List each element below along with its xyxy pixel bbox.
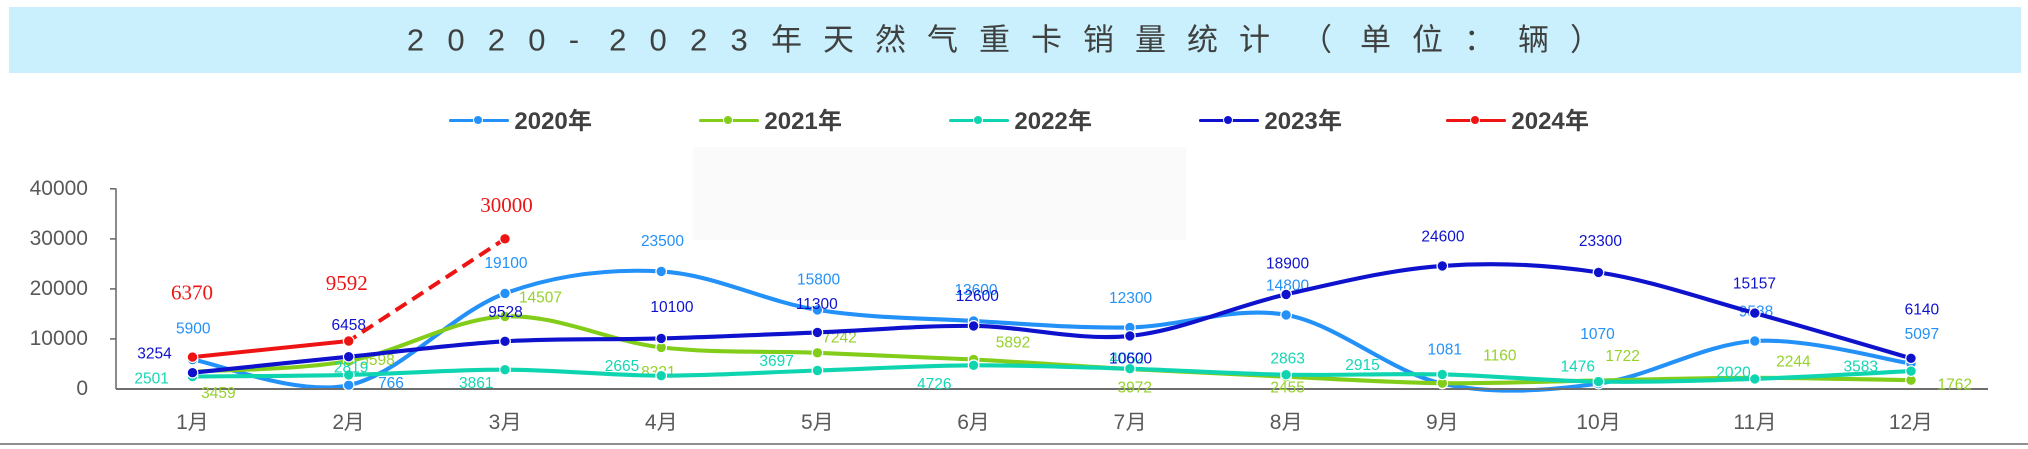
svg-text:2244: 2244 <box>1776 354 1811 371</box>
svg-text:1762: 1762 <box>1938 377 1972 394</box>
svg-text:1070: 1070 <box>1580 326 1615 343</box>
svg-text:24600: 24600 <box>1421 228 1464 245</box>
svg-text:6370: 6370 <box>171 280 213 304</box>
svg-text:10100: 10100 <box>650 299 693 316</box>
svg-text:6140: 6140 <box>1905 302 1940 319</box>
svg-text:19100: 19100 <box>484 255 527 272</box>
svg-text:9528: 9528 <box>488 304 522 321</box>
svg-text:2665: 2665 <box>605 358 639 375</box>
svg-text:2020: 2020 <box>1716 364 1751 381</box>
svg-text:3583: 3583 <box>1843 359 1877 376</box>
svg-text:2863: 2863 <box>1270 351 1304 368</box>
svg-text:3254: 3254 <box>137 346 172 363</box>
svg-text:4726: 4726 <box>917 376 951 393</box>
svg-text:3861: 3861 <box>459 375 493 392</box>
svg-text:30000: 30000 <box>480 193 533 217</box>
svg-text:15800: 15800 <box>797 271 840 288</box>
svg-text:6458: 6458 <box>331 317 365 334</box>
svg-text:15157: 15157 <box>1733 276 1776 293</box>
svg-text:13600: 13600 <box>954 282 997 299</box>
svg-text:5892: 5892 <box>996 334 1030 351</box>
svg-text:1722: 1722 <box>1605 348 1639 365</box>
svg-text:9592: 9592 <box>326 271 368 295</box>
svg-text:4052: 4052 <box>1110 351 1144 368</box>
svg-text:23500: 23500 <box>641 233 684 250</box>
svg-text:12600: 12600 <box>956 288 999 305</box>
svg-text:2915: 2915 <box>1345 357 1379 374</box>
svg-text:5900: 5900 <box>176 321 211 338</box>
svg-text:2819: 2819 <box>334 359 368 376</box>
svg-text:3972: 3972 <box>1118 379 1152 396</box>
svg-text:766: 766 <box>378 375 404 392</box>
svg-text:12300: 12300 <box>1109 290 1152 307</box>
svg-text:1081: 1081 <box>1427 342 1461 359</box>
svg-text:2501: 2501 <box>134 370 168 387</box>
svg-text:23300: 23300 <box>1579 233 1622 250</box>
svg-text:10600: 10600 <box>1109 351 1152 368</box>
svg-text:3459: 3459 <box>201 385 235 402</box>
svg-text:2455: 2455 <box>1270 379 1304 396</box>
svg-text:5097: 5097 <box>1905 326 1939 343</box>
svg-text:1476: 1476 <box>1560 358 1594 375</box>
svg-text:3697: 3697 <box>759 353 793 370</box>
svg-text:14507: 14507 <box>519 289 562 306</box>
svg-text:11300: 11300 <box>796 296 838 313</box>
svg-text:1160: 1160 <box>1483 348 1517 365</box>
svg-text:18900: 18900 <box>1266 255 1309 272</box>
